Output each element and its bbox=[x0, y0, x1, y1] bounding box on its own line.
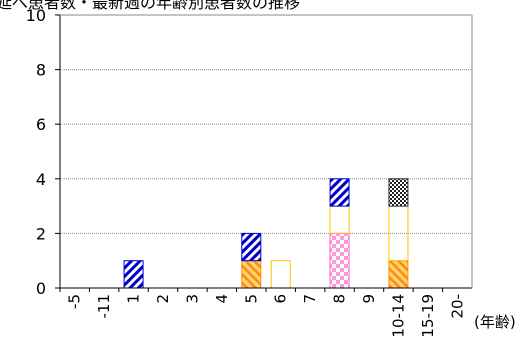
x-tick-label: 5 bbox=[242, 294, 260, 304]
bar-segment bbox=[388, 260, 409, 289]
x-tick-label: -11 bbox=[95, 294, 113, 319]
bars bbox=[123, 178, 409, 289]
y-tick-label: 0 bbox=[36, 279, 46, 298]
x-tick-label: 2 bbox=[154, 294, 172, 304]
x-tick-label: 15-19 bbox=[419, 294, 437, 338]
x-unit-label: (年齢) bbox=[474, 313, 516, 331]
chart-title: 延べ患者数・最新週の年齢別患者数の推移 bbox=[0, 0, 300, 12]
bar-segment bbox=[329, 205, 350, 234]
bar-segment bbox=[329, 232, 350, 289]
axes bbox=[59, 14, 473, 289]
x-tick-label: 3 bbox=[183, 294, 201, 304]
x-tick-label: 4 bbox=[213, 294, 231, 304]
y-tick-label: 8 bbox=[36, 61, 46, 80]
x-tick-label: 1 bbox=[125, 294, 143, 304]
y-tick-label: 6 bbox=[36, 115, 46, 134]
y-tick-label: 4 bbox=[36, 170, 46, 189]
x-tick-label: 6 bbox=[272, 294, 290, 304]
x-tick-label: 7 bbox=[301, 294, 319, 304]
bar-segment bbox=[388, 178, 409, 207]
x-tick-label: -5 bbox=[66, 294, 84, 309]
x-tick-label: 10-14 bbox=[389, 294, 407, 338]
bar-segment bbox=[241, 232, 262, 262]
x-tick-label: 8 bbox=[331, 294, 349, 304]
bar-segment bbox=[241, 260, 262, 289]
grid-lines bbox=[55, 14, 472, 289]
x-tick-labels: -5 -11 1 2 3 4 5 6 7 8 9 10-14 15-19 20- bbox=[59, 288, 466, 338]
y-tick-label: 2 bbox=[36, 224, 46, 243]
bar-segment bbox=[270, 260, 291, 289]
y-tick-labels: 0 2 4 6 8 10 bbox=[26, 6, 46, 298]
bar-segment bbox=[123, 260, 144, 289]
y-tick-label: 10 bbox=[26, 6, 46, 25]
bar-segment bbox=[329, 178, 350, 207]
x-tick-label: 20- bbox=[448, 294, 466, 319]
x-tick-label: 9 bbox=[360, 294, 378, 304]
